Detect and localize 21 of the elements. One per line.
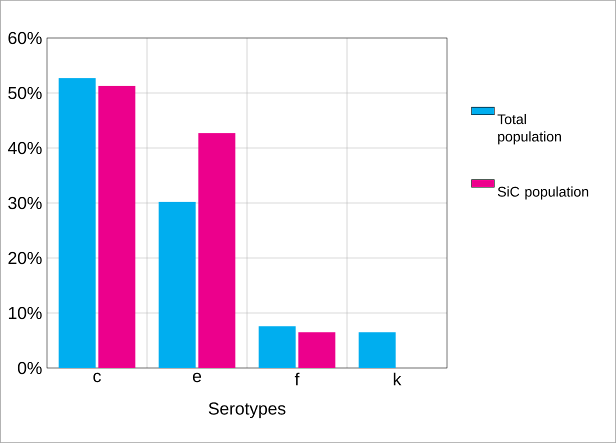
- y-tick-label: 30%: [8, 196, 42, 210]
- bar: [198, 133, 236, 368]
- y-tick-label: 40%: [8, 142, 42, 154]
- legend-label: SiC population: [498, 186, 588, 200]
- x-tick-label: f: [294, 372, 300, 386]
- x-tick-label: e: [192, 372, 202, 382]
- text: Total population: [498, 114, 561, 144]
- bar: [98, 86, 136, 368]
- y-tick-label: 60%: [8, 32, 42, 44]
- y-tick-label: 10%: [8, 306, 42, 320]
- bar: [158, 202, 196, 368]
- x-tick-label: k: [394, 372, 402, 386]
- bar: [298, 332, 336, 368]
- bar: [358, 332, 396, 368]
- y-tick-label: 50%: [8, 86, 42, 100]
- y-tick-label: 20%: [8, 252, 42, 264]
- y-tick-label: 0%: [18, 362, 42, 374]
- bar: [58, 78, 96, 368]
- x-tick-label: c: [93, 372, 101, 382]
- bar: [258, 326, 296, 368]
- x-axis-title: Serotypes: [208, 402, 286, 418]
